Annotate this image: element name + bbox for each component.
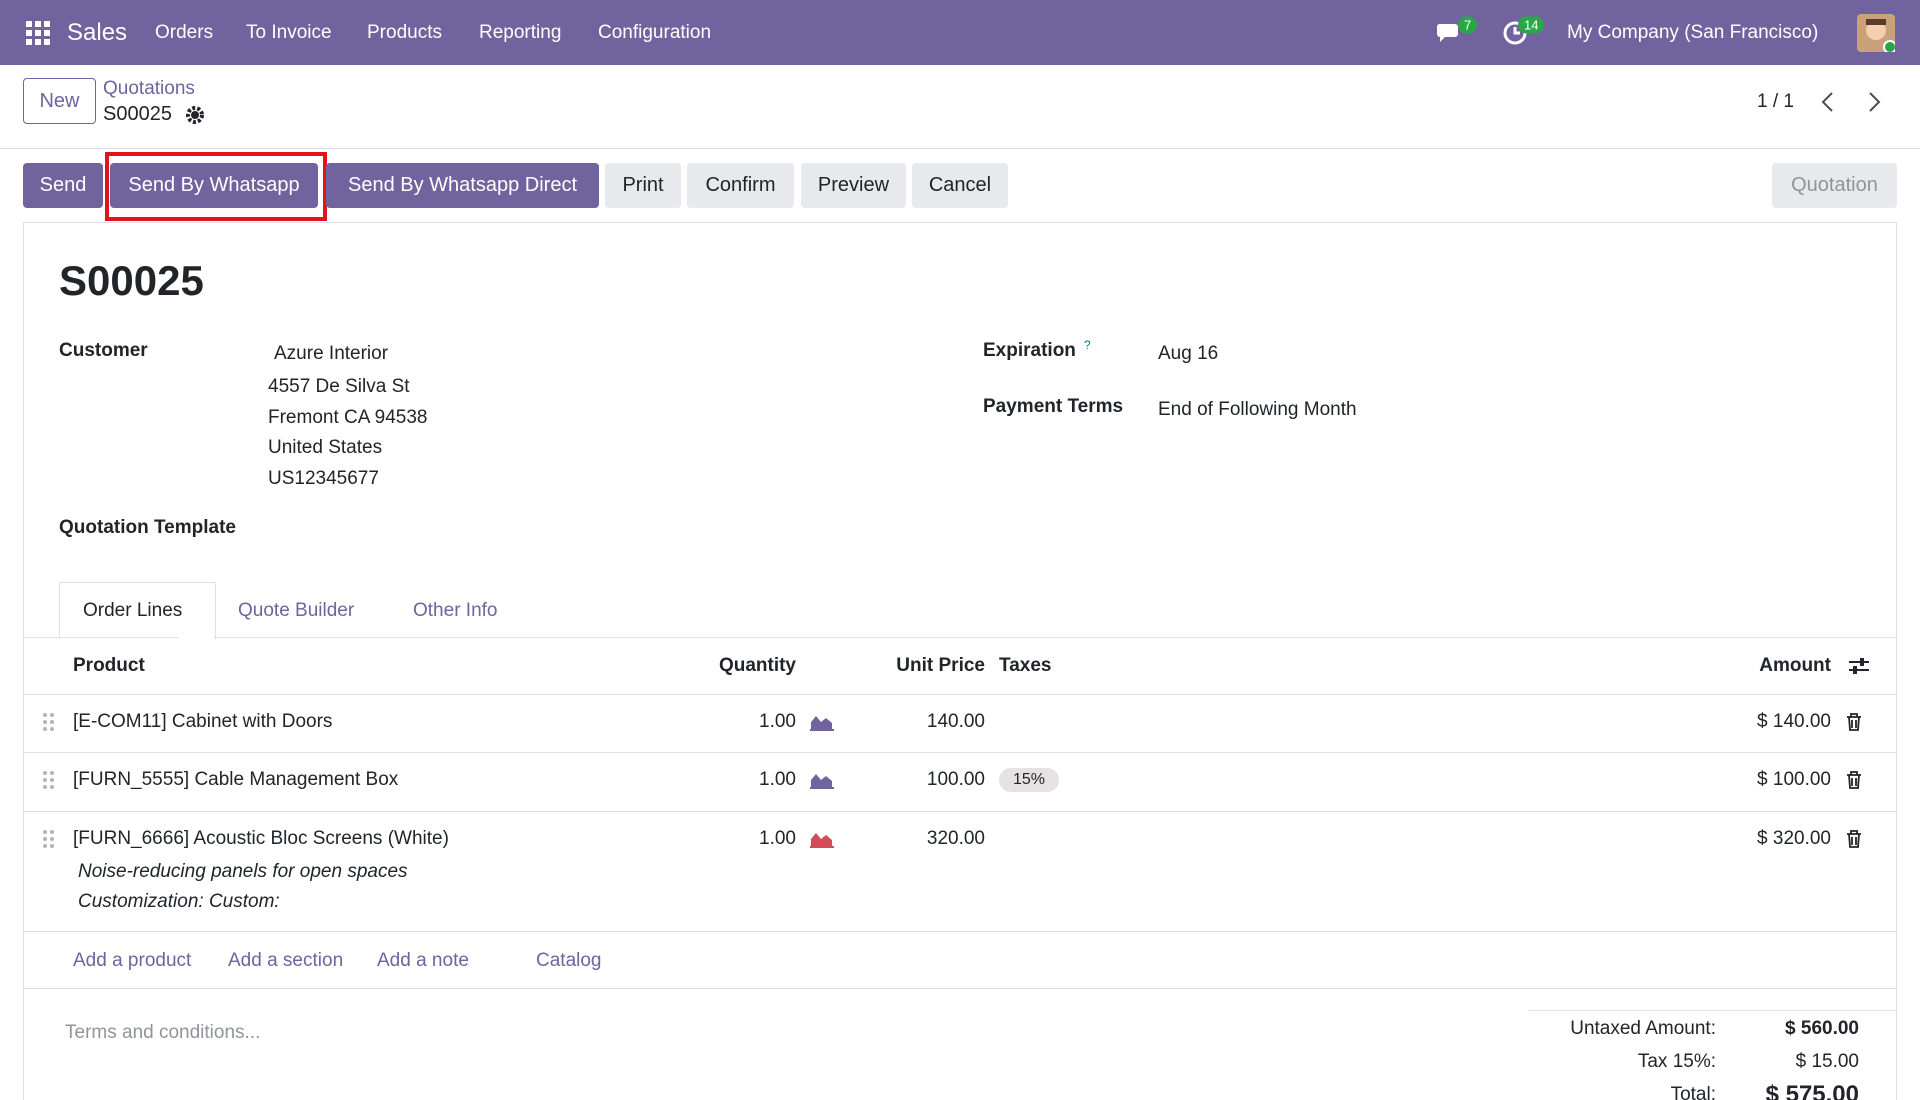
messages-icon[interactable] (1436, 21, 1464, 45)
drag-handle[interactable] (42, 829, 55, 849)
total-label: Untaxed Amount: (1570, 1018, 1716, 1039)
divider (23, 988, 1897, 989)
amount-cell: $ 100.00 (1757, 769, 1831, 790)
delete-icon[interactable] (1846, 713, 1862, 731)
total-value: $ 15.00 (1795, 1051, 1859, 1072)
terms-input[interactable]: Terms and conditions... (65, 1022, 261, 1043)
forecast-icon[interactable] (810, 771, 834, 789)
drag-handle[interactable] (42, 770, 55, 790)
add-link[interactable]: Add a product (73, 950, 192, 971)
expiration-value[interactable]: Aug 16 (1158, 343, 1219, 364)
price-cell[interactable]: 100.00 (926, 769, 985, 790)
breadcrumb[interactable]: Quotations (103, 78, 195, 99)
divider (23, 637, 178, 638)
description-line: Noise-reducing panels for open spaces (78, 861, 408, 882)
divider (23, 931, 1897, 932)
drag-handle[interactable] (42, 712, 55, 732)
delete-icon[interactable] (1846, 771, 1862, 789)
form-title: S00025 (59, 257, 204, 304)
column-header: Taxes (999, 655, 1052, 676)
tab[interactable]: Order Lines (83, 600, 183, 621)
total-label: Tax 15%: (1637, 1051, 1716, 1072)
tax-tag[interactable]: 15% (999, 768, 1060, 792)
tab[interactable]: Other Info (413, 600, 498, 621)
form-sheet (23, 222, 1897, 1100)
app-menu-icon[interactable] (26, 21, 50, 45)
customer-value[interactable]: Azure Interior (274, 343, 389, 364)
status-badge: Quotation (1772, 163, 1897, 208)
navbar: Sales Orders To Invoice Products Reporti… (0, 0, 1920, 65)
quantity-cell[interactable]: 1.00 (759, 769, 796, 790)
quantity-cell[interactable]: 1.00 (759, 828, 796, 849)
help-icon[interactable]: ? (1084, 338, 1091, 352)
gear-icon[interactable] (185, 105, 205, 125)
field-label: Quotation Template (59, 517, 236, 538)
field-label: Expiration (983, 340, 1076, 361)
column-header: Unit Price (896, 655, 985, 676)
address-line: United States (268, 437, 383, 458)
activities-badge: 14 (1518, 16, 1545, 34)
field-label: Payment Terms (983, 396, 1124, 417)
price-cell[interactable]: 140.00 (926, 711, 985, 732)
menu-item[interactable]: Reporting (479, 22, 562, 43)
action-button[interactable]: Cancel (912, 163, 1008, 208)
new-button[interactable]: New (23, 78, 96, 124)
totals-divider (1529, 1010, 1897, 1011)
column-header: Amount (1759, 655, 1831, 676)
menu-item[interactable]: Products (367, 22, 442, 43)
field-label: Customer (59, 340, 148, 361)
column-header: Product (73, 655, 145, 676)
price-cell[interactable]: 320.00 (926, 828, 985, 849)
total-value: $ 560.00 (1785, 1018, 1859, 1039)
action-button[interactable]: Preview (801, 163, 906, 208)
amount-cell: $ 140.00 (1757, 711, 1831, 732)
quantity-cell[interactable]: 1.00 (759, 711, 796, 732)
action-button[interactable]: Confirm (687, 163, 794, 208)
total-value: $ 575.00 (1765, 1081, 1859, 1100)
address-line: Fremont CA 94538 (268, 407, 428, 428)
divider (0, 148, 1920, 149)
add-link[interactable]: Catalog (536, 950, 602, 971)
forecast-icon[interactable] (810, 713, 834, 731)
address-line: 4557 De Silva St (268, 376, 410, 397)
menu-item[interactable]: Orders (155, 22, 214, 43)
divider (23, 694, 1897, 695)
add-link[interactable]: Add a note (377, 950, 469, 971)
messages-badge: 7 (1458, 16, 1478, 34)
divider (23, 752, 1897, 753)
column-settings-icon[interactable] (1848, 656, 1870, 676)
menu-item[interactable]: To Invoice (246, 22, 332, 43)
product-cell[interactable]: [FURN_6666] Acoustic Bloc Screens (White… (73, 828, 449, 849)
menu-item[interactable]: Configuration (598, 22, 712, 43)
product-cell[interactable]: [E-COM11] Cabinet with Doors (73, 711, 333, 732)
amount-cell: $ 320.00 (1757, 828, 1831, 849)
divider (214, 637, 1897, 638)
record-name: S00025 (103, 103, 172, 125)
action-button[interactable]: Send By Whatsapp (110, 163, 318, 208)
pager: 1 / 1 (1757, 91, 1794, 112)
action-button[interactable]: Send By Whatsapp Direct (326, 163, 599, 208)
forecast-icon[interactable] (810, 830, 834, 848)
total-label: Total: (1670, 1084, 1716, 1100)
highlight-box (105, 152, 327, 221)
user-avatar[interactable] (1857, 14, 1895, 52)
delete-icon[interactable] (1846, 830, 1862, 848)
payment-terms-value[interactable]: End of Following Month (1158, 399, 1357, 420)
address-line: US12345677 (268, 468, 379, 489)
tab-active[interactable] (59, 582, 216, 639)
add-link[interactable]: Add a section (228, 950, 344, 971)
action-button[interactable]: Send (23, 163, 103, 208)
product-cell[interactable]: [FURN_5555] Cable Management Box (73, 769, 399, 790)
pager-arrows[interactable] (1818, 91, 1888, 113)
action-button[interactable]: Print (605, 163, 681, 208)
description-line: Customization: Custom: (78, 891, 280, 912)
company-name[interactable]: My Company (San Francisco) (1567, 22, 1819, 43)
tab[interactable]: Quote Builder (238, 600, 355, 621)
app-name[interactable]: Sales (67, 19, 128, 46)
column-header: Quantity (718, 655, 796, 676)
divider (23, 811, 1897, 812)
